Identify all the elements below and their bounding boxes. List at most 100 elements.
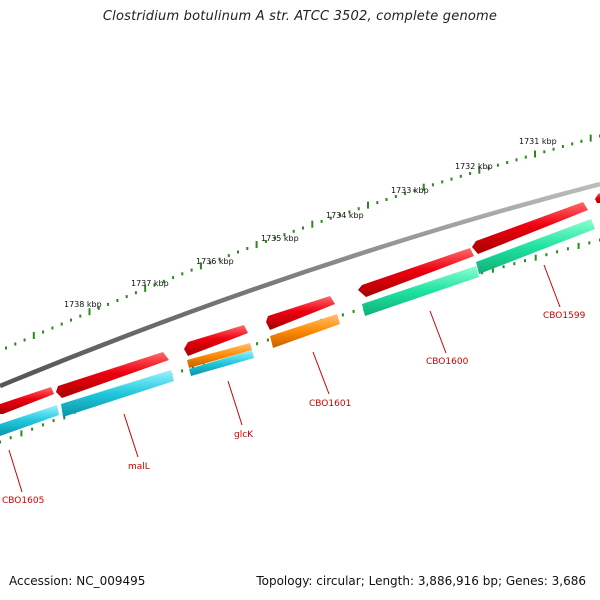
minor-tick	[339, 213, 342, 217]
minor-tick	[125, 295, 128, 299]
minor-tick	[70, 318, 72, 322]
major-tick	[577, 242, 580, 249]
minor-tick	[459, 174, 462, 178]
gene-feature[interactable]	[184, 325, 248, 356]
minor-tick	[588, 241, 591, 245]
strand-tick-marks	[0, 238, 600, 444]
gene-label-glck[interactable]: glcK	[234, 430, 254, 440]
minor-tick	[256, 342, 259, 346]
minor-tick	[450, 177, 453, 181]
minor-tick	[116, 299, 119, 302]
minor-tick	[487, 166, 490, 170]
kbp-tick-label: 1737 kbp	[131, 279, 169, 288]
minor-tick	[441, 180, 444, 184]
minor-tick	[566, 247, 569, 251]
gene-label-cbo1600[interactable]: CBO1600	[426, 357, 469, 367]
topology-label: Topology:	[256, 574, 313, 588]
minor-tick	[496, 163, 499, 167]
minor-tick	[266, 338, 269, 342]
gene-feature[interactable]	[189, 350, 254, 376]
minor-tick	[23, 338, 26, 342]
major-tick	[144, 284, 147, 292]
minor-tick	[0, 440, 1, 444]
gene-feature[interactable]	[61, 370, 174, 417]
length-label: Length:	[368, 574, 415, 588]
minor-tick	[469, 172, 472, 175]
accession-info: Accession: NC_009495	[9, 574, 145, 588]
minor-tick	[153, 283, 156, 287]
minor-tick	[162, 279, 165, 283]
topology-value: circular	[316, 574, 361, 588]
minor-tick	[545, 253, 548, 257]
minor-tick	[274, 236, 277, 240]
major-tick	[32, 332, 35, 339]
minor-tick	[413, 189, 416, 193]
minor-tick	[341, 313, 344, 317]
minor-tick	[31, 427, 34, 431]
minor-tick	[552, 147, 555, 151]
major-tick	[199, 262, 202, 270]
major-tick	[422, 183, 425, 191]
accession-label: Accession:	[9, 574, 73, 588]
kbp-tick-marks	[5, 134, 600, 350]
gene-label-mall[interactable]: malL	[128, 462, 150, 472]
major-tick	[255, 241, 258, 248]
genes-label: Genes:	[505, 574, 548, 588]
gene-feature[interactable]	[472, 202, 588, 254]
minor-tick	[52, 419, 55, 423]
gene-feature[interactable]	[266, 296, 335, 330]
minor-tick	[580, 139, 583, 143]
minor-tick	[320, 219, 323, 223]
minor-tick	[9, 436, 12, 440]
gene-feature[interactable]	[362, 266, 479, 316]
minor-tick	[246, 247, 249, 250]
minor-tick	[376, 201, 379, 205]
gene-feature[interactable]	[0, 405, 59, 436]
gene-feature[interactable]	[476, 219, 595, 274]
minor-tick	[524, 259, 526, 263]
gene-feature[interactable]	[56, 352, 169, 398]
minor-tick	[385, 198, 388, 201]
major-tick	[191, 363, 194, 370]
minor-tick	[292, 229, 295, 233]
minor-tick	[561, 145, 564, 148]
gene-label-cbo1601[interactable]: CBO1601	[309, 399, 351, 409]
minor-tick	[172, 276, 175, 280]
map-title: Clostridium botulinum A str. ATCC 3502, …	[102, 9, 498, 24]
gene-feature[interactable]	[187, 343, 252, 368]
gene-feature[interactable]	[358, 248, 474, 297]
gene-leader-lines	[8, 264, 561, 493]
kbp-tick-label: 1733 kbp	[391, 186, 429, 195]
minor-tick	[506, 161, 509, 164]
gene-feature[interactable]	[270, 314, 340, 348]
kbp-tick-label: 1735 kbp	[261, 234, 299, 243]
minor-tick	[107, 302, 110, 306]
major-tick	[589, 134, 592, 142]
kbp-tick-label: 1731 kbp	[519, 137, 557, 146]
minor-tick	[237, 250, 239, 254]
kbp-tick-label: 1738 kbp	[64, 300, 102, 309]
minor-tick	[79, 314, 82, 318]
kbp-tick-label: 1736 kbp	[196, 257, 234, 266]
minor-tick	[41, 423, 44, 427]
minor-tick	[302, 226, 304, 230]
genome-backbone	[0, 181, 600, 389]
gene-feature[interactable]	[0, 387, 54, 414]
minor-tick	[14, 342, 17, 346]
minor-tick	[190, 268, 193, 272]
major-tick	[88, 308, 91, 316]
major-tick	[311, 220, 314, 228]
kbp-tick-labels: 1731 kbp 1732 kbp 1733 kbp 1734 kbp 1735 kbp…	[64, 137, 557, 309]
minor-tick	[51, 326, 54, 330]
minor-tick	[181, 369, 184, 373]
major-tick	[491, 266, 494, 273]
major-tick	[534, 254, 537, 261]
minor-tick	[329, 216, 332, 220]
gene-label-cbo1599[interactable]: CBO1599	[543, 311, 586, 321]
minor-tick	[134, 291, 137, 295]
minor-tick	[181, 272, 184, 276]
gene-feature[interactable]	[595, 193, 600, 203]
kbp-tick-label: 1734 kbp	[326, 211, 364, 220]
gene-label-cbo1605[interactable]: CBO1605	[2, 496, 44, 506]
